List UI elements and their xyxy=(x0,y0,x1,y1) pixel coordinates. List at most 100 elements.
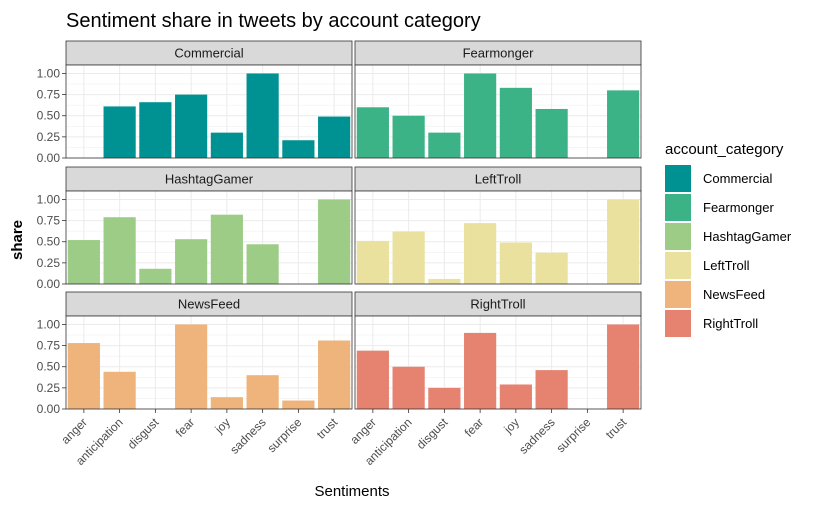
facet-strip xyxy=(354,291,642,317)
y-tick-label: 0.50 xyxy=(37,235,61,249)
bar-lefttroll-anticipation xyxy=(392,231,425,284)
y-tick-label: 0.75 xyxy=(37,339,61,353)
bar-fearmonger-disgust xyxy=(428,132,461,158)
legend: account_category Commercial Fearmonger Has… xyxy=(665,141,792,337)
bar-newsfeed-trust xyxy=(318,340,351,409)
bar-commercial-anticipation xyxy=(103,106,136,158)
legend-label: HashtagGamer xyxy=(703,229,792,244)
y-tick-label: 0.00 xyxy=(37,151,61,165)
bar-commercial-fear xyxy=(175,94,208,158)
facet-fearmonger: Fearmonger xyxy=(354,40,642,159)
facet-strip-label: NewsFeed xyxy=(178,297,240,312)
legend-swatch xyxy=(665,281,691,308)
facet-righttroll: RightTroll xyxy=(354,291,642,410)
bar-lefttroll-fear xyxy=(464,223,497,284)
y-tick-label: 0.00 xyxy=(37,402,61,416)
bar-fearmonger-fear xyxy=(464,73,497,158)
legend-label: NewsFeed xyxy=(703,287,765,302)
x-tick-label-anger: anger xyxy=(347,415,379,447)
y-tick-label: 1.00 xyxy=(37,66,61,80)
bar-newsfeed-sadness xyxy=(246,375,279,409)
bar-fearmonger-joy xyxy=(499,87,532,158)
x-tick-label-fear: fear xyxy=(462,415,487,440)
x-tick-label-anger: anger xyxy=(58,415,90,447)
facet-strip-label: Commercial xyxy=(174,46,243,61)
x-tick-label-trust: trust xyxy=(603,415,630,442)
facet-strip-label: HashtagGamer xyxy=(165,172,254,187)
x-tick-label-trust: trust xyxy=(314,415,341,442)
legend-swatch xyxy=(665,252,691,279)
chart-title: Sentiment share in tweets by account cat… xyxy=(66,10,481,32)
bar-lefttroll-sadness xyxy=(535,252,568,284)
bar-fearmonger-anger xyxy=(356,107,389,158)
facet-strip xyxy=(354,40,642,66)
bar-commercial-surprise xyxy=(282,140,315,158)
bar-commercial-sadness xyxy=(246,73,279,158)
bar-lefttroll-anger xyxy=(356,240,389,284)
bar-righttroll-trust xyxy=(607,324,640,409)
bar-hashtaggamer-disgust xyxy=(139,268,172,284)
bar-righttroll-anticipation xyxy=(392,366,425,409)
bar-newsfeed-surprise xyxy=(282,400,315,409)
legend-swatch xyxy=(665,194,691,221)
y-tick-label: 1.00 xyxy=(37,192,61,206)
legend-label: RightTroll xyxy=(703,316,758,331)
legend-title: account_category xyxy=(665,141,784,158)
bar-righttroll-anger xyxy=(356,350,389,409)
panel-border xyxy=(65,64,353,159)
facet-strip xyxy=(65,166,353,192)
legend-item-newsfeed: NewsFeed xyxy=(665,281,765,308)
bar-righttroll-sadness xyxy=(535,370,568,409)
bar-righttroll-disgust xyxy=(428,387,461,409)
bar-newsfeed-anger xyxy=(67,343,100,409)
x-tick-label-surprise: surprise xyxy=(553,415,593,455)
facet-strip-label: Fearmonger xyxy=(463,46,534,61)
y-axis-title: share xyxy=(9,220,26,260)
panel-border xyxy=(354,64,642,159)
y-tick-label: 0.75 xyxy=(37,88,61,102)
bar-hashtaggamer-anger xyxy=(67,240,100,284)
facet-strip xyxy=(354,166,642,192)
bar-commercial-trust xyxy=(318,116,351,158)
facet-panels: Commercial 0.00 0.25 0.50 0.75 1.00 Fearmonger… xyxy=(37,40,642,416)
bar-hashtaggamer-sadness xyxy=(246,244,279,284)
y-tick-label: 0.00 xyxy=(37,277,61,291)
bar-fearmonger-trust xyxy=(607,90,640,158)
legend-swatch xyxy=(665,310,691,337)
bar-hashtaggamer-anticipation xyxy=(103,217,136,284)
y-tick-label: 1.00 xyxy=(37,317,61,331)
legend-item-lefttroll: LeftTroll xyxy=(665,252,750,279)
bar-righttroll-joy xyxy=(499,384,532,409)
x-tick-label-sadness: sadness xyxy=(227,415,269,457)
x-tick-label-disgust: disgust xyxy=(125,415,162,452)
facet-hashtaggamer: HashtagGamer 0.00 0.25 0.50 0.75 1.00 xyxy=(37,166,353,291)
y-tick-label: 0.25 xyxy=(37,130,61,144)
bar-newsfeed-anticipation xyxy=(103,371,136,409)
y-tick-label: 0.25 xyxy=(37,381,61,395)
bar-hashtaggamer-trust xyxy=(318,199,351,284)
bar-fearmonger-sadness xyxy=(535,108,568,158)
panel-border xyxy=(354,190,642,285)
bar-hashtaggamer-joy xyxy=(210,214,243,284)
panel-border xyxy=(65,190,353,285)
y-tick-label: 0.50 xyxy=(37,109,61,123)
x-tick-label-joy: joy xyxy=(212,415,233,436)
facet-lefttroll: LeftTroll xyxy=(354,166,642,285)
y-tick-label: 0.75 xyxy=(37,214,61,228)
facet-commercial: Commercial 0.00 0.25 0.50 0.75 1.00 xyxy=(37,40,353,165)
facet-newsfeed: NewsFeed 0.00 0.25 0.50 0.75 1.00 xyxy=(37,291,353,416)
bar-fearmonger-anticipation xyxy=(392,115,425,158)
legend-label: Commercial xyxy=(703,171,772,186)
legend-item-fearmonger: Fearmonger xyxy=(665,194,774,221)
legend-item-righttroll: RightTroll xyxy=(665,310,758,337)
legend-label: LeftTroll xyxy=(703,258,750,273)
legend-item-commercial: Commercial xyxy=(665,165,772,192)
y-tick-label: 0.50 xyxy=(37,360,61,374)
panel-border xyxy=(65,315,353,410)
bar-lefttroll-trust xyxy=(607,199,640,284)
bar-righttroll-fear xyxy=(464,332,497,409)
x-tick-label-surprise: surprise xyxy=(264,415,304,455)
bar-lefttroll-joy xyxy=(499,242,532,284)
